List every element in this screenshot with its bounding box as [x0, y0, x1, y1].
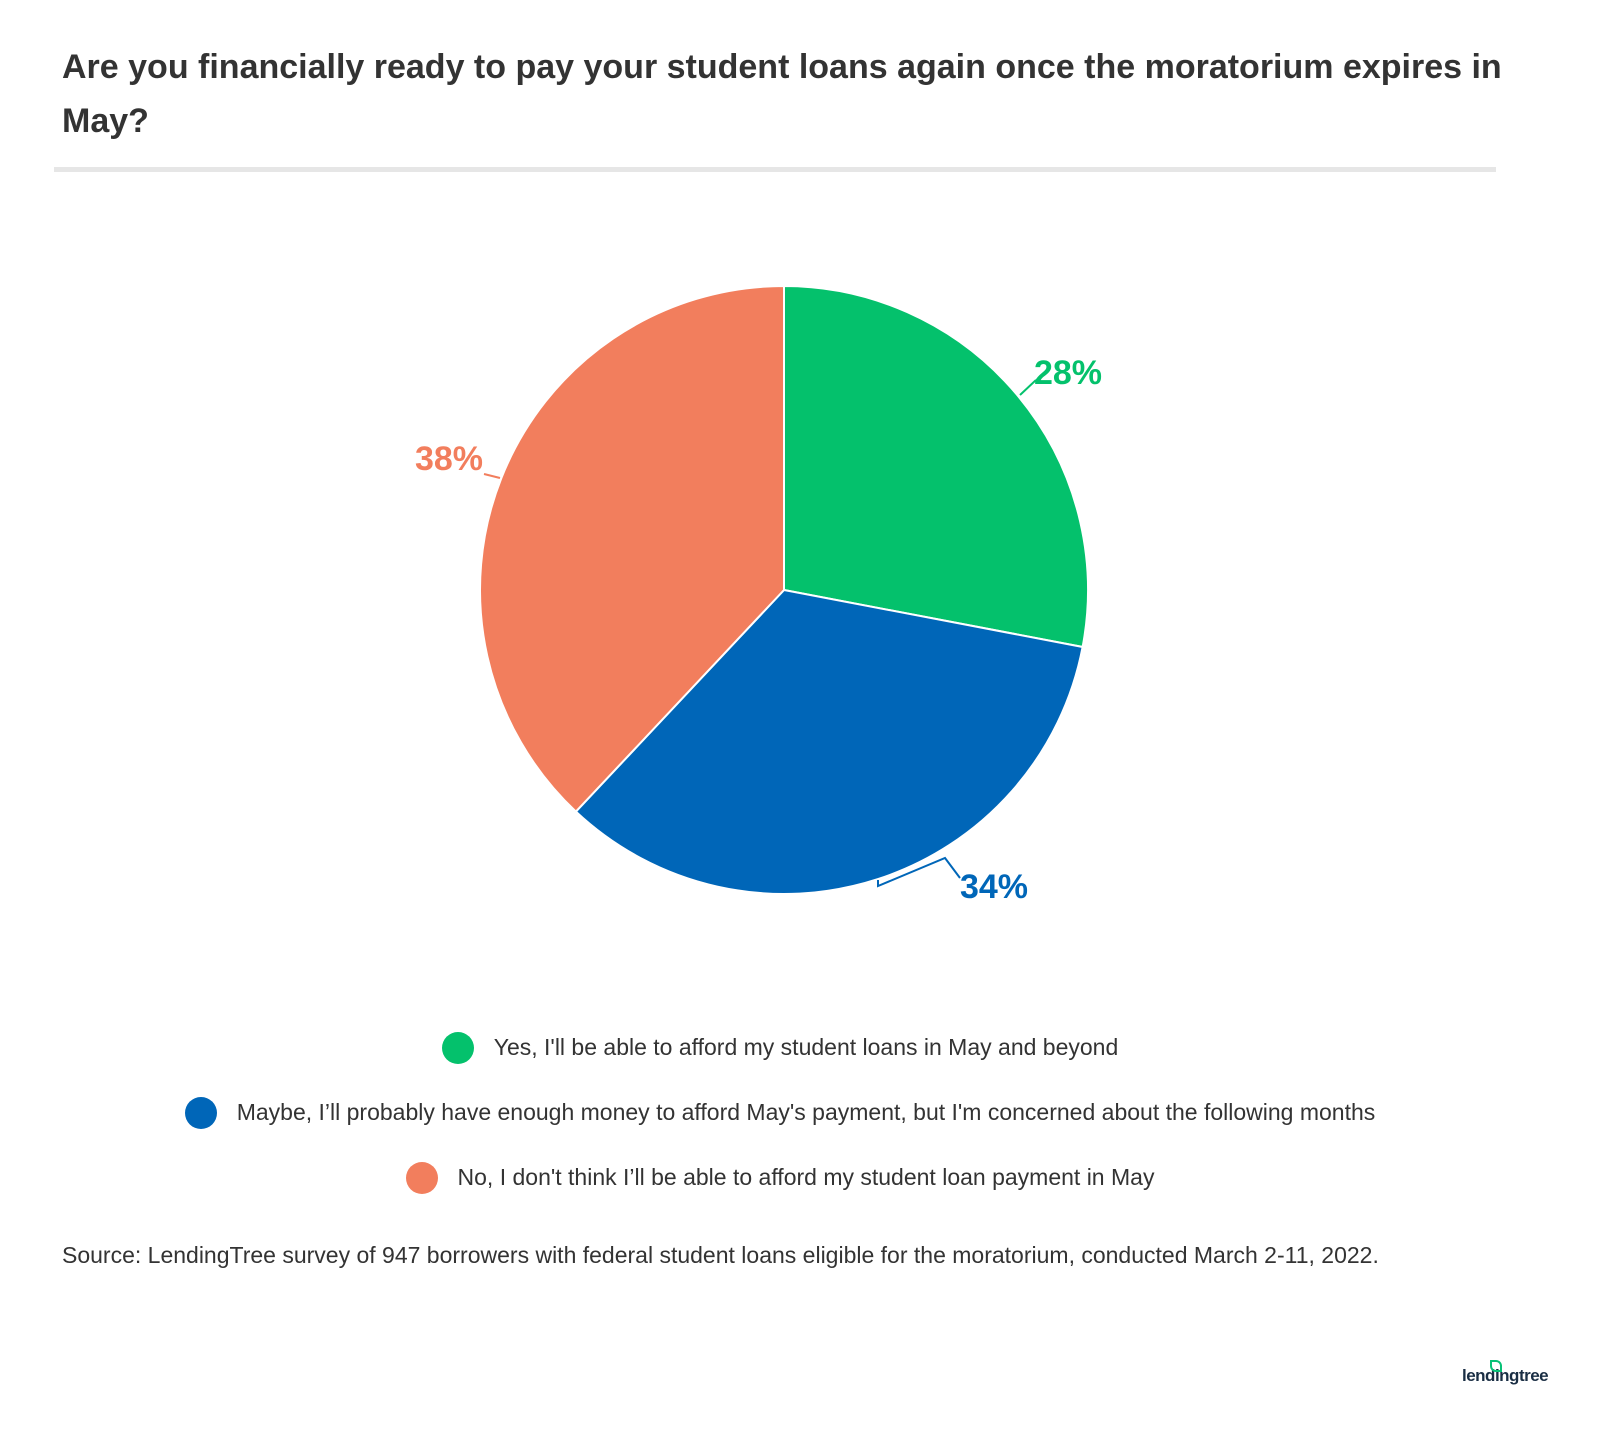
- leader-line-0: [1019, 379, 1037, 396]
- legend-dot-maybe: [184, 1096, 217, 1129]
- legend-label-yes: Yes, I'll be able to afford my student l…: [493, 1034, 1119, 1060]
- lendingtree-logo: lendingtree: [1462, 1360, 1549, 1386]
- legend-dot-no: [405, 1161, 438, 1194]
- legend: Yes, I'll be able to afford my student l…: [0, 1015, 1560, 1210]
- data-label-2: 38%: [415, 440, 483, 478]
- data-label-1: 34%: [960, 868, 1028, 906]
- legend-label-no: No, I don't think I’ll be able to afford…: [457, 1164, 1155, 1190]
- title-divider: [54, 167, 1496, 172]
- pie-chart: 28% 34% 38%: [415, 284, 1102, 906]
- legend-item-yes: Yes, I'll be able to afford my student l…: [0, 1015, 1560, 1080]
- data-label-0: 28%: [1034, 354, 1102, 392]
- legend-item-no: No, I don't think I’ll be able to afford…: [0, 1145, 1560, 1210]
- legend-label-maybe: Maybe, I’ll probably have enough money t…: [236, 1099, 1376, 1125]
- legend-dot-yes: [441, 1031, 474, 1064]
- legend-item-maybe: Maybe, I’ll probably have enough money t…: [0, 1080, 1560, 1145]
- pie-slice-0: [783, 284, 1090, 649]
- chart-title: Are you financially ready to pay your st…: [62, 48, 1502, 140]
- pie-slice-1: [574, 588, 1084, 895]
- leader-line-1: [877, 856, 961, 888]
- source-note: Source: LendingTree survey of 947 borrow…: [62, 1242, 1379, 1268]
- logo-text: lendingtree: [1462, 1366, 1549, 1385]
- pie-slice-2: [479, 284, 785, 814]
- leader-line-2: [483, 473, 501, 479]
- leaf-icon: [1490, 1360, 1502, 1372]
